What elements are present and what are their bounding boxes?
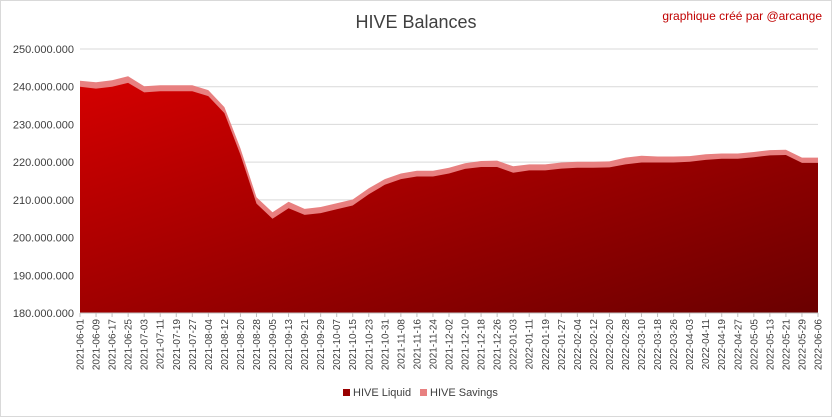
x-tick-label: 2022-05-29 — [798, 319, 809, 371]
y-tick-label: 210.000.000 — [13, 195, 74, 207]
y-tick-label: 220.000.000 — [13, 157, 74, 169]
x-tick-label: 2021-07-19 — [172, 319, 183, 371]
legend-label: HIVE Savings — [430, 387, 498, 399]
x-axis: 2021-06-01 2021-06-09 2021-06-17 2021-06-25… — [76, 313, 825, 370]
plot-area — [80, 76, 818, 314]
x-tick-label: 2021-10-07 — [332, 319, 343, 371]
x-tick-label: 2021-09-21 — [300, 319, 311, 371]
x-tick-label: 2021-07-27 — [188, 319, 199, 371]
x-tick-label: 2022-03-10 — [637, 319, 648, 371]
legend-label: HIVE Liquid — [353, 387, 411, 399]
x-tick-label: 2022-03-26 — [669, 319, 680, 371]
x-tick-label: 2021-06-09 — [92, 319, 103, 371]
x-tick-label: 2021-07-03 — [140, 319, 151, 371]
y-tick-label: 230.000.000 — [13, 119, 74, 131]
x-tick-label: 2021-09-13 — [284, 319, 295, 371]
y-tick-label: 240.000.000 — [13, 82, 74, 94]
x-tick-label: 2021-11-16 — [412, 319, 423, 370]
x-tick-label: 2021-08-20 — [236, 319, 247, 371]
y-tick-label: 190.000.000 — [13, 270, 74, 282]
x-tick-label: 2022-01-03 — [509, 319, 520, 371]
x-tick-label: 2022-02-20 — [605, 319, 616, 371]
chart-credit: graphique créé par @arcange — [662, 9, 822, 23]
legend-swatch — [343, 389, 350, 396]
y-tick-label: 180.000.000 — [13, 308, 74, 320]
x-tick-label: 2021-06-01 — [76, 319, 87, 371]
y-axis: 180.000.000 190.000.000 200.000.000 210.000… — [13, 44, 74, 320]
x-tick-label: 2021-12-10 — [461, 319, 472, 371]
y-tick-label: 250.000.000 — [13, 44, 74, 56]
x-tick-label: 2022-05-13 — [765, 319, 776, 371]
x-tick-label: 2022-04-19 — [717, 319, 728, 371]
x-tick-label: 2021-11-08 — [396, 319, 407, 370]
x-tick-label: 2021-10-23 — [364, 319, 375, 371]
x-tick-label: 2021-10-15 — [348, 319, 359, 371]
x-tick-label: 2022-01-19 — [541, 319, 552, 371]
x-tick-label: 2021-07-11 — [156, 319, 167, 370]
chart-title: HIVE Balances — [355, 12, 476, 32]
x-tick-label: 2021-09-29 — [316, 319, 327, 371]
series-area-hive-liquid — [80, 82, 818, 314]
x-tick-label: 2022-01-27 — [557, 319, 568, 371]
x-tick-label: 2022-01-11 — [525, 319, 536, 370]
x-tick-label: 2021-08-04 — [204, 319, 215, 371]
x-tick-label: 2021-09-05 — [268, 319, 279, 371]
y-tick-label: 200.000.000 — [13, 233, 74, 245]
x-tick-label: 2022-02-04 — [573, 319, 584, 371]
legend: HIVE Liquid HIVE Savings — [343, 387, 498, 399]
x-tick-label: 2021-06-17 — [108, 319, 119, 371]
x-tick-label: 2022-06-06 — [814, 319, 825, 371]
x-tick-label: 2022-02-12 — [589, 319, 600, 371]
x-tick-label: 2021-12-26 — [493, 319, 504, 371]
x-tick-label: 2021-08-12 — [220, 319, 231, 371]
x-tick-label: 2021-06-25 — [124, 319, 135, 371]
x-tick-label: 2021-12-18 — [477, 319, 488, 371]
legend-swatch — [420, 389, 427, 396]
x-tick-label: 2022-05-05 — [749, 319, 760, 371]
x-tick-label: 2021-12-02 — [445, 319, 456, 371]
x-tick-label: 2022-04-03 — [685, 319, 696, 371]
x-tick-label: 2022-04-27 — [733, 319, 744, 371]
x-tick-label: 2021-11-24 — [429, 319, 440, 370]
x-tick-label: 2021-08-28 — [252, 319, 263, 371]
x-tick-label: 2022-05-21 — [781, 319, 792, 371]
x-tick-label: 2021-10-31 — [380, 319, 391, 371]
x-tick-label: 2022-04-11 — [701, 319, 712, 370]
x-tick-label: 2022-02-28 — [621, 319, 632, 371]
x-tick-label: 2022-03-18 — [653, 319, 664, 371]
